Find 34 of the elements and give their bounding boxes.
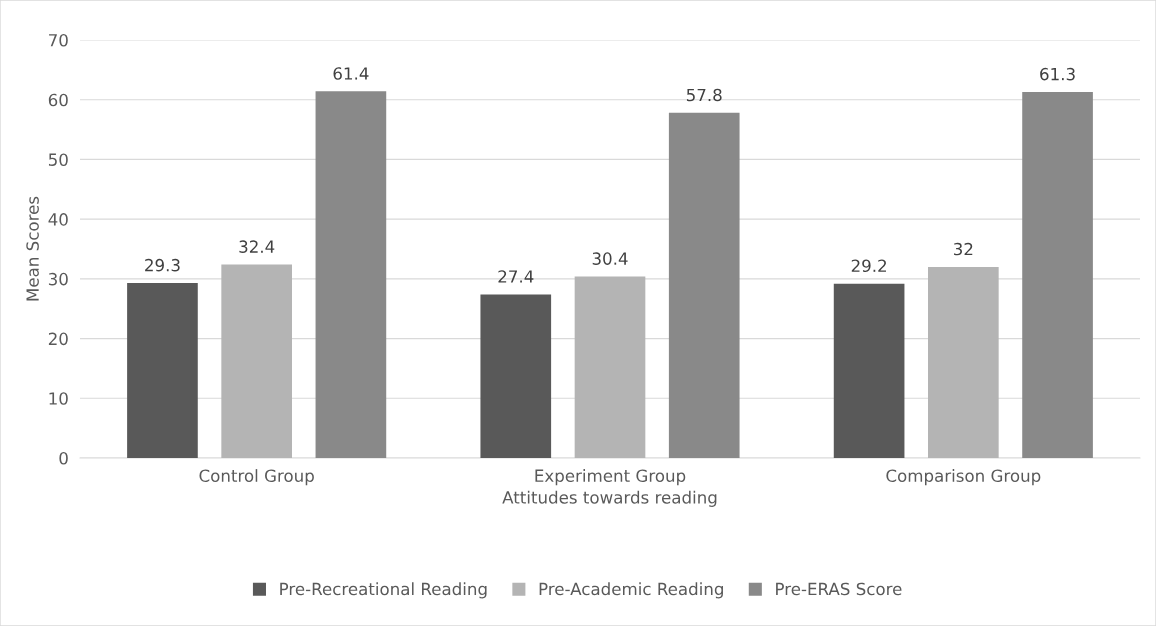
data-label: 32 bbox=[954, 242, 973, 256]
y-tick-label: 20 bbox=[48, 332, 68, 346]
data-label: 32.4 bbox=[239, 240, 275, 253]
bar bbox=[574, 276, 646, 458]
x-tick-label: Comparison Group bbox=[886, 469, 1041, 486]
bar bbox=[315, 91, 387, 458]
x-tick-label: Control Group bbox=[199, 469, 314, 486]
y-tick-label: 40 bbox=[48, 213, 68, 226]
bar bbox=[668, 112, 740, 458]
bar bbox=[928, 266, 999, 458]
data-label: 57.8 bbox=[686, 88, 722, 102]
x-tick-label: Experiment Group bbox=[535, 469, 686, 486]
bar bbox=[127, 283, 198, 458]
bar bbox=[221, 264, 292, 458]
y-tick-label: 0 bbox=[59, 451, 68, 465]
y-tick-label: 30 bbox=[48, 272, 68, 286]
data-label: 29.2 bbox=[851, 259, 886, 273]
y-axis-title: Mean Scores bbox=[26, 196, 39, 301]
bar bbox=[480, 294, 552, 458]
legend-label: Pre-Recreational Reading bbox=[280, 582, 487, 599]
x-axis-title: Attitudes towards reading bbox=[502, 490, 717, 507]
bar bbox=[833, 283, 905, 458]
bar bbox=[1022, 91, 1093, 458]
y-tick-label: 10 bbox=[49, 392, 68, 405]
legend-label: Pre-ERAS Score bbox=[776, 582, 902, 596]
data-label: 29.3 bbox=[145, 258, 180, 272]
data-label: 61.4 bbox=[333, 67, 369, 80]
data-label: 30.4 bbox=[592, 252, 628, 265]
y-tick-label: 60 bbox=[48, 93, 68, 107]
y-tick-label: 50 bbox=[48, 153, 68, 166]
y-tick-label: 70 bbox=[49, 33, 68, 47]
data-label: 61.3 bbox=[1040, 67, 1075, 81]
data-label: 27.4 bbox=[498, 270, 534, 283]
legend-label: Pre-Academic Reading bbox=[539, 582, 723, 599]
